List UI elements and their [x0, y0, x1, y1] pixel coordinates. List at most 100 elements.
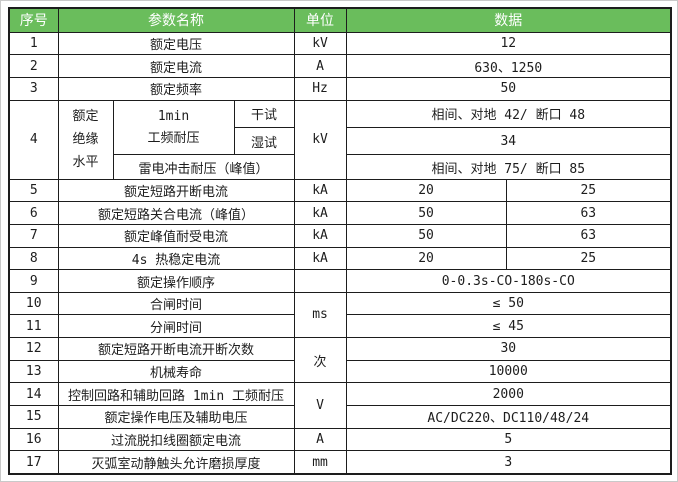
table-row: 3 额定频率 Hz 50	[8, 77, 672, 101]
cell-unit: A	[293, 427, 347, 452]
cell-data: 相间、对地 75/ 断口 85	[345, 154, 672, 180]
cell-unit: kA	[293, 246, 347, 271]
table-row: 10 合闸时间 ms ≤ 50	[8, 291, 672, 339]
cell-no: 16	[8, 427, 59, 452]
table-row: 9 额定操作顺序 0-0.3s-CO-180s-CO	[8, 269, 672, 293]
table-row: 7 额定峰值耐受电流 kA 50 63	[8, 224, 672, 248]
cell-unit: kA	[293, 178, 347, 203]
cell-unit: Hz	[293, 77, 347, 101]
table-row: 12 额定短路开断电流开断次数 次 30	[8, 337, 672, 384]
cell-no: 8	[8, 246, 59, 271]
cell-unit: kV	[293, 31, 347, 56]
cell-param: 额定短路开断电流	[57, 178, 295, 203]
cell-unit: kA	[293, 224, 347, 248]
cell-no: 9	[8, 269, 59, 293]
table-row: 雷电冲击耐压（峰值） 相间、对地 75/ 断口 85	[9, 154, 672, 180]
power-freq-line: 1min	[157, 108, 190, 124]
cell-data: ≤ 50	[345, 291, 672, 316]
cell-param: 4s 热稳定电流	[57, 246, 295, 271]
table-row: 5 额定短路开断电流 kA 20 25	[8, 178, 672, 203]
power-freq-line: 工频耐压	[147, 130, 200, 146]
cell-unit: ms	[293, 291, 347, 339]
cell-impulse: 雷电冲击耐压（峰值）	[112, 154, 295, 180]
cell-unit: 次	[293, 337, 347, 384]
cell-data-2: 63	[505, 201, 672, 226]
cell-param: 额定短路开断电流开断次数	[57, 337, 295, 361]
cell-data-2: 25	[505, 178, 672, 203]
cell-no: 10	[8, 291, 59, 316]
cell-unit: kV	[293, 99, 347, 180]
cell-param: 机械寿命	[57, 359, 295, 384]
cell-no: 15	[8, 404, 59, 429]
col-header-no: 序号	[8, 7, 59, 33]
table-row: 14 控制回路和辅助回路 1min 工频耐压 V 2000	[8, 382, 672, 429]
table-row: 2 额定电流 A 630、1250	[8, 54, 672, 79]
cell-insulation-group: 额定 绝缘 水平	[57, 99, 114, 180]
cell-no: 11	[8, 314, 59, 339]
cell-data: 50	[345, 77, 672, 101]
cell-no: 4	[8, 99, 59, 180]
table-row: 1 额定电压 kV 12	[8, 31, 672, 56]
cell-no: 12	[8, 337, 59, 361]
table-row: 4 额定 绝缘 水平 1min 工频耐压 干试 kV 相间、对地 42/ 断口 …	[8, 99, 672, 180]
cell-param: 额定频率	[57, 77, 295, 101]
table-row: 湿试 34	[9, 127, 672, 156]
cell-data: 10000	[345, 359, 672, 384]
cell-wet-test: 湿试	[233, 127, 295, 156]
cell-unit: mm	[293, 450, 347, 475]
table-row: 16 过流脱扣线圈额定电流 A 5	[8, 427, 672, 452]
cell-dry-test: 干试	[233, 99, 295, 129]
cell-data: 5	[345, 427, 672, 452]
col-header-unit: 单位	[293, 7, 347, 33]
cell-unit: A	[293, 54, 347, 79]
cell-unit: V	[293, 382, 347, 429]
cell-param: 控制回路和辅助回路 1min 工频耐压	[57, 382, 295, 406]
insulation-line: 绝缘	[72, 132, 99, 148]
cell-param: 灭弧室动静触头允许磨损厚度	[57, 450, 295, 475]
cell-no: 13	[8, 359, 59, 384]
spec-table: 序号 参数名称 单位 数据 1 额定电压 kV 12 2 额定电流 A 630、…	[8, 7, 673, 475]
cell-param: 额定电流	[57, 54, 295, 79]
cell-data: ≤ 45	[345, 314, 672, 339]
cell-param: 额定电压	[57, 31, 295, 56]
cell-data-2: 63	[505, 224, 672, 248]
cell-data: 12	[345, 31, 672, 56]
cell-data-1: 50	[345, 224, 507, 248]
cell-unit-empty	[293, 269, 347, 293]
cell-no: 6	[8, 201, 59, 226]
cell-no: 5	[8, 178, 59, 203]
table-row: 6 额定短路关合电流（峰值） kA 50 63	[8, 201, 672, 226]
cell-data: 相间、对地 42/ 断口 48	[345, 99, 672, 129]
cell-data-1: 50	[345, 201, 507, 226]
cell-data: AC/DC220、DC110/48/24	[345, 404, 672, 429]
cell-data: 0-0.3s-CO-180s-CO	[345, 269, 672, 293]
cell-no: 17	[8, 450, 59, 475]
cell-data: 3	[345, 450, 672, 475]
cell-data: 34	[345, 127, 672, 156]
cell-no: 1	[8, 31, 59, 56]
cell-data-1: 20	[345, 246, 507, 271]
table-row: 17 灭弧室动静触头允许磨损厚度 mm 3	[8, 450, 672, 475]
cell-data-2: 25	[505, 246, 672, 271]
table-row: 11 分闸时间 ≤ 45	[8, 314, 672, 339]
col-header-param: 参数名称	[57, 7, 295, 33]
cell-data: 2000	[345, 382, 672, 406]
cell-param: 额定峰值耐受电流	[57, 224, 295, 248]
insulation-line: 额定	[72, 109, 99, 125]
header-row: 序号 参数名称 单位 数据	[8, 7, 672, 33]
cell-data: 630、1250	[345, 54, 672, 79]
cell-param: 额定操作顺序	[57, 269, 295, 293]
cell-no: 14	[8, 382, 59, 406]
cell-param: 额定短路关合电流（峰值）	[57, 201, 295, 226]
cell-power-freq: 1min 工频耐压	[112, 99, 235, 156]
cell-unit: kA	[293, 201, 347, 226]
cell-no: 2	[8, 54, 59, 79]
cell-data: 30	[345, 337, 672, 361]
cell-no: 7	[8, 224, 59, 248]
cell-param: 额定操作电压及辅助电压	[57, 404, 295, 429]
table-row: 8 4s 热稳定电流 kA 20 25	[8, 246, 672, 271]
col-header-data: 数据	[345, 7, 672, 33]
insulation-line: 水平	[72, 155, 99, 171]
cell-data-1: 20	[345, 178, 507, 203]
